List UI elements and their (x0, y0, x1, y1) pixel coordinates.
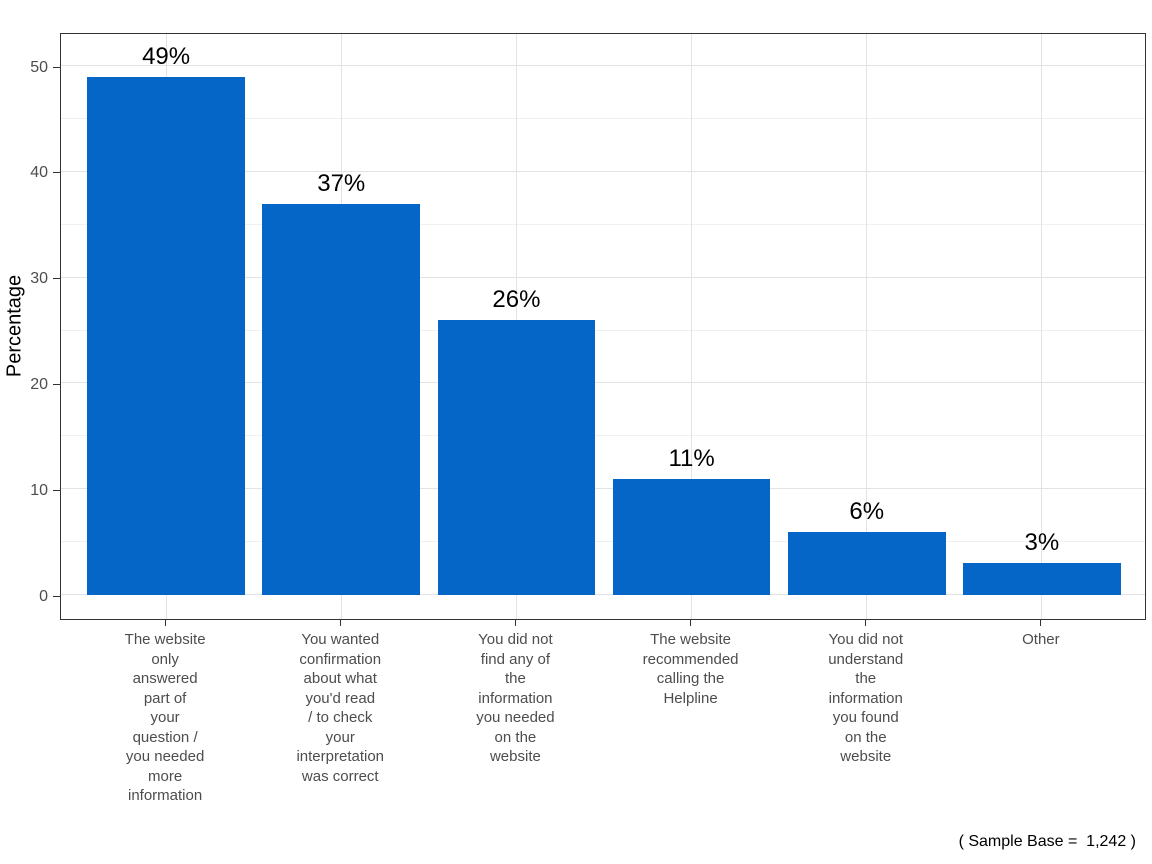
y-gridline-major (61, 170, 1145, 172)
y-tick (53, 66, 60, 68)
x-tick (164, 620, 166, 626)
y-gridline-major (61, 382, 1145, 384)
x-tick (1040, 620, 1042, 626)
y-tick-label: 10 (30, 481, 48, 499)
bar (963, 563, 1121, 595)
x-gridline (866, 34, 868, 619)
bar-value-label: 3% (1024, 529, 1060, 557)
bar-value-label: 37% (317, 169, 366, 197)
bar-value-label: 49% (142, 42, 191, 70)
x-category-label: The website recommended calling the Help… (642, 631, 739, 707)
x-tick (339, 620, 341, 626)
y-gridline-major (61, 488, 1145, 490)
x-gridline (1041, 34, 1043, 619)
y-gridline-minor (61, 435, 1145, 437)
x-tick (514, 620, 516, 626)
y-gridline-major (61, 276, 1145, 278)
y-axis-title: Percentage (3, 274, 26, 378)
sample-base-caption: ( Sample Base = 1,242 ) (958, 833, 1136, 850)
y-gridline-minor (61, 223, 1145, 225)
y-tick-label: 20 (30, 375, 48, 393)
y-tick-label: 50 (30, 58, 48, 76)
bar (612, 478, 771, 595)
y-tick (53, 278, 60, 280)
y-tick (53, 489, 60, 491)
y-gridline-minor (61, 117, 1145, 119)
bar (87, 76, 245, 595)
bar-value-label: 26% (492, 285, 541, 313)
chart-panel: 49% 37% 26% 11% 6% 3% (60, 33, 1146, 620)
x-category-label: You did not find any of the information … (476, 631, 555, 765)
y-tick-label: 30 (30, 270, 48, 288)
y-tick (53, 172, 60, 174)
bar (437, 319, 596, 595)
x-category-label: Other (1022, 631, 1060, 648)
y-tick (53, 383, 60, 385)
y-tick-label: 40 (30, 164, 48, 182)
y-tick (53, 595, 60, 597)
x-tick (865, 620, 867, 626)
y-tick-label: 0 (39, 587, 48, 605)
y-gridline-major (61, 65, 1145, 66)
x-category-label: The website only answered part of your q… (124, 631, 206, 804)
x-gridline (691, 34, 693, 619)
bar (787, 531, 946, 595)
x-category-label: You wanted confirmation about what you'd… (296, 631, 385, 785)
x-category-label: You did not understand the information y… (828, 631, 904, 765)
y-gridline-minor (61, 541, 1145, 543)
y-gridline-minor (61, 329, 1145, 331)
x-tick (690, 620, 692, 626)
y-gridline-major (61, 594, 1145, 595)
bar (262, 203, 421, 595)
bar-value-label: 11% (668, 444, 715, 472)
bar-value-label: 6% (849, 497, 885, 525)
